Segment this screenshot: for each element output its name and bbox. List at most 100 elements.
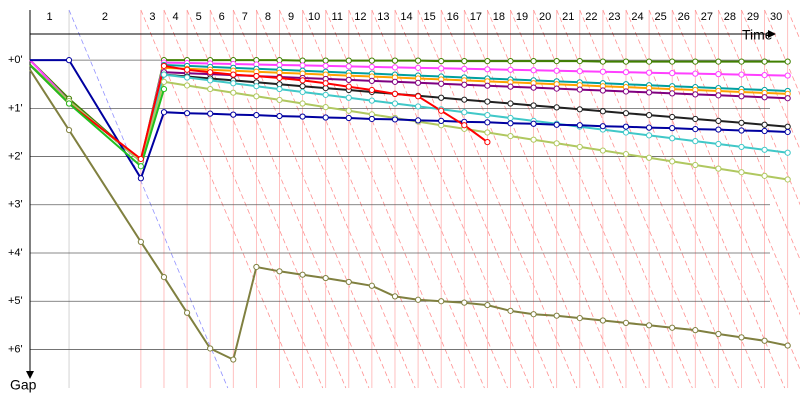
lap-point bbox=[391, 57, 399, 64]
lap-point bbox=[576, 143, 583, 151]
lap-point bbox=[345, 107, 352, 114]
lap-point bbox=[183, 82, 191, 89]
lap-point bbox=[484, 58, 491, 65]
lap-point bbox=[461, 109, 468, 116]
lap-point bbox=[645, 132, 653, 139]
lap-label: 14 bbox=[400, 11, 412, 23]
lap-point bbox=[160, 85, 168, 93]
lap-point bbox=[65, 57, 73, 64]
lap-point bbox=[553, 85, 560, 92]
lap-point bbox=[645, 69, 653, 76]
lap-point bbox=[738, 93, 745, 100]
lap-point bbox=[645, 89, 653, 96]
lap-point bbox=[183, 66, 191, 73]
lapped-line bbox=[463, 9, 624, 389]
lap-point bbox=[391, 293, 399, 300]
lap-point bbox=[345, 63, 352, 70]
lap-point bbox=[738, 58, 745, 65]
lap-point bbox=[230, 71, 237, 78]
lap-label: 20 bbox=[539, 11, 551, 23]
lap-point bbox=[553, 312, 560, 319]
y-tick-label: +6' bbox=[8, 343, 23, 355]
lap-point bbox=[414, 57, 422, 64]
lap-point bbox=[761, 121, 768, 128]
lap-point bbox=[461, 81, 468, 88]
lap-label: 1 bbox=[46, 11, 52, 23]
lap-point bbox=[484, 129, 491, 136]
lap-point bbox=[576, 122, 583, 129]
lap-point bbox=[692, 91, 699, 98]
series-line bbox=[29, 64, 165, 168]
lap-point bbox=[622, 69, 630, 76]
lap-point bbox=[553, 140, 560, 147]
lap-point bbox=[368, 77, 375, 84]
lap-point bbox=[345, 76, 352, 84]
lap-point bbox=[414, 64, 422, 71]
lap-point bbox=[207, 110, 214, 117]
lap-point bbox=[368, 282, 375, 289]
lap-point bbox=[669, 58, 676, 65]
lap-label: 8 bbox=[265, 11, 271, 23]
lap-point bbox=[692, 161, 699, 169]
lap-point bbox=[669, 135, 676, 142]
lap-point bbox=[230, 356, 237, 363]
lap-point bbox=[65, 100, 73, 107]
lap-point bbox=[345, 57, 352, 64]
lap-point bbox=[738, 119, 745, 126]
lap-point bbox=[692, 115, 699, 123]
series-line bbox=[29, 64, 488, 161]
lap-point bbox=[345, 83, 352, 90]
lap-point bbox=[276, 96, 283, 104]
lap-point bbox=[553, 58, 560, 65]
lap-point bbox=[438, 80, 445, 87]
lapped-line bbox=[232, 9, 393, 389]
lap-label: 23 bbox=[608, 11, 620, 23]
lapped-line bbox=[741, 9, 800, 151]
lap-point bbox=[715, 126, 722, 133]
lap-point bbox=[322, 80, 329, 87]
lap-point bbox=[530, 102, 537, 109]
lap-point bbox=[484, 82, 491, 89]
lapped-line bbox=[371, 9, 532, 389]
lap-label: 29 bbox=[747, 11, 759, 23]
lap-point bbox=[738, 169, 745, 176]
lap-point bbox=[276, 85, 283, 93]
lap-label: 27 bbox=[701, 11, 713, 23]
lap-point bbox=[183, 110, 191, 117]
lap-point bbox=[253, 93, 260, 100]
lap-point bbox=[160, 62, 168, 70]
y-tick-label: +1' bbox=[8, 102, 23, 114]
lap-point bbox=[414, 103, 422, 110]
lap-point bbox=[276, 74, 283, 82]
lap-point bbox=[761, 172, 768, 179]
lap-point bbox=[207, 77, 214, 84]
lap-point bbox=[645, 58, 653, 65]
lapped-line bbox=[68, 9, 229, 389]
lap-point bbox=[276, 268, 283, 275]
x-axis-label: Time bbox=[742, 27, 773, 43]
lap-point bbox=[207, 69, 214, 76]
lap-point bbox=[461, 299, 468, 306]
y-tick-label: +5' bbox=[8, 295, 23, 307]
lap-point bbox=[461, 96, 468, 103]
lap-point bbox=[599, 87, 606, 94]
lap-label: 6 bbox=[219, 11, 225, 23]
lap-point bbox=[530, 67, 537, 74]
lap-point bbox=[599, 317, 606, 324]
lap-point bbox=[761, 71, 768, 79]
y-tick-label: +2' bbox=[8, 150, 23, 162]
lap-point bbox=[137, 175, 144, 182]
lap-point bbox=[183, 309, 191, 316]
lap-point bbox=[230, 111, 237, 118]
lap-point bbox=[692, 58, 699, 65]
lap-point bbox=[669, 90, 676, 97]
lap-point bbox=[692, 70, 699, 77]
lapped-line bbox=[694, 9, 800, 261]
lap-point bbox=[484, 66, 491, 73]
lap-point bbox=[715, 330, 722, 338]
lap-point bbox=[322, 274, 329, 282]
lap-point bbox=[207, 345, 214, 352]
lap-label: 21 bbox=[562, 11, 574, 23]
lap-point bbox=[622, 319, 630, 327]
